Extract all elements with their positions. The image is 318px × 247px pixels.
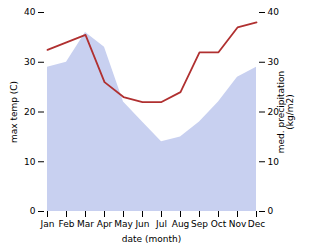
svg-text:Feb: Feb bbox=[59, 219, 75, 229]
svg-text:20: 20 bbox=[267, 106, 279, 117]
svg-text:10: 10 bbox=[268, 157, 280, 167]
svg-text:30: 30 bbox=[24, 57, 36, 67]
svg-text:10: 10 bbox=[24, 157, 36, 167]
svg-text:Jan: Jan bbox=[40, 219, 55, 229]
svg-text:date (month): date (month) bbox=[122, 234, 181, 244]
svg-text:Apr: Apr bbox=[97, 219, 113, 229]
svg-text:Aug: Aug bbox=[172, 219, 190, 229]
svg-text:Oct: Oct bbox=[211, 219, 227, 229]
svg-text:0: 0 bbox=[30, 206, 36, 216]
svg-text:Jul: Jul bbox=[155, 219, 167, 229]
svg-text:med. precipitation(kg/m2): med. precipitation(kg/m2) bbox=[276, 71, 295, 153]
svg-text:max temp (C): max temp (C) bbox=[9, 81, 19, 143]
svg-text:Mar: Mar bbox=[77, 219, 94, 229]
svg-text:Dec: Dec bbox=[248, 219, 265, 229]
svg-text:0: 0 bbox=[268, 206, 274, 216]
svg-text:20: 20 bbox=[24, 107, 36, 117]
svg-text:Jun: Jun bbox=[134, 219, 149, 229]
svg-text:30: 30 bbox=[268, 57, 280, 67]
svg-text:May: May bbox=[114, 219, 133, 229]
svg-text:40: 40 bbox=[24, 7, 36, 17]
svg-text:Sep: Sep bbox=[191, 219, 208, 229]
svg-text:Nov: Nov bbox=[229, 219, 247, 229]
svg-text:40: 40 bbox=[268, 7, 280, 17]
